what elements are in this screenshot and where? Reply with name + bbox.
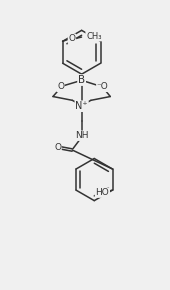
Text: O: O <box>68 34 75 43</box>
Text: N⁺: N⁺ <box>75 101 88 111</box>
Text: O: O <box>57 82 64 91</box>
Text: ⁻O: ⁻O <box>97 82 109 91</box>
Text: B: B <box>78 75 85 85</box>
Text: HO: HO <box>96 188 109 197</box>
Text: O: O <box>54 143 61 152</box>
Text: NH: NH <box>75 131 88 140</box>
Text: CH₃: CH₃ <box>86 32 102 41</box>
